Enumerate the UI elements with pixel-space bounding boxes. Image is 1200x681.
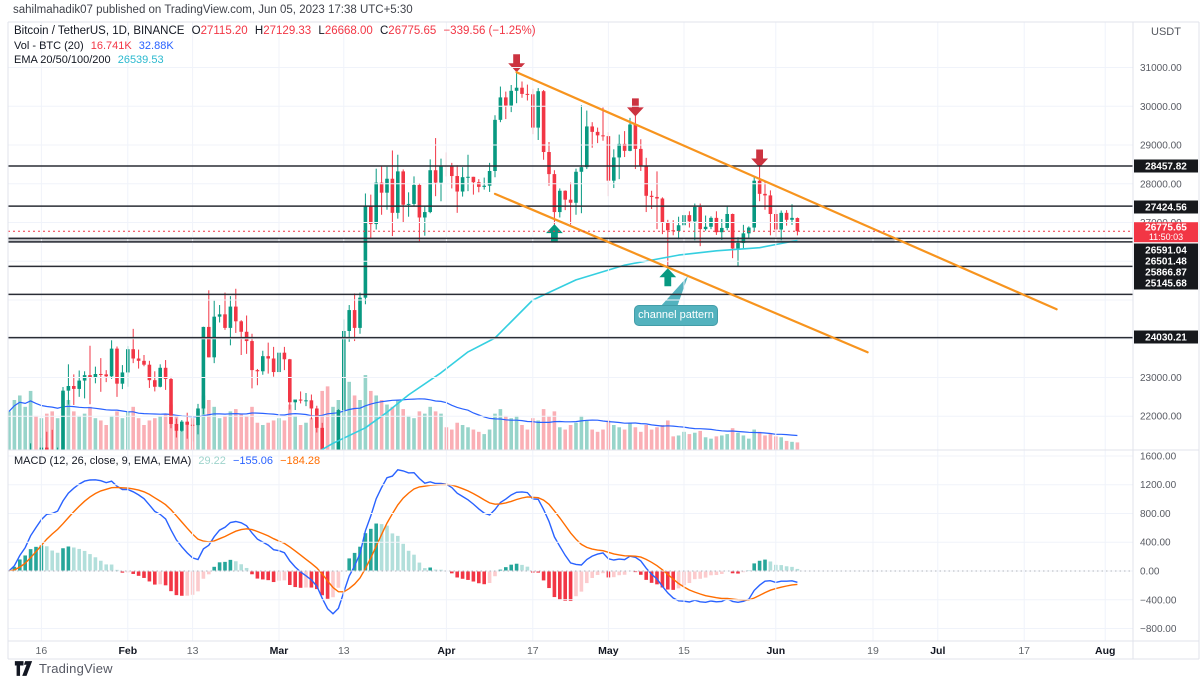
symbol-title[interactable]: Bitcoin / TetherUS, 1D, BINANCE bbox=[14, 25, 185, 37]
svg-text:16: 16 bbox=[36, 645, 48, 657]
macd-hist-value: 29.22 bbox=[198, 455, 226, 467]
svg-text:26501.48: 26501.48 bbox=[1145, 257, 1187, 268]
close-value: 26775.65 bbox=[388, 25, 437, 37]
svg-text:25145.68: 25145.68 bbox=[1145, 279, 1187, 290]
svg-text:11:50:03: 11:50:03 bbox=[1149, 232, 1183, 242]
open-label: O bbox=[191, 25, 201, 37]
callout-text: channel pattern bbox=[638, 309, 714, 321]
channel-pattern-callout[interactable]: channel pattern bbox=[634, 305, 718, 326]
svg-text:17: 17 bbox=[1018, 645, 1030, 657]
open-value: 27115.20 bbox=[200, 25, 248, 37]
svg-text:0.00: 0.00 bbox=[1140, 567, 1160, 578]
macd-label[interactable]: MACD (12, 26, close, 9, EMA, EMA) bbox=[14, 455, 192, 467]
ema-value: 26539.53 bbox=[117, 54, 164, 66]
svg-text:1200.00: 1200.00 bbox=[1140, 480, 1177, 491]
macd-signal-value: −184.28 bbox=[280, 455, 321, 467]
ema-label[interactable]: EMA 20/50/100/200 bbox=[14, 54, 111, 66]
svg-text:26591.04: 26591.04 bbox=[1145, 246, 1187, 257]
close-label: C bbox=[379, 25, 389, 37]
svg-text:30000.00: 30000.00 bbox=[1140, 102, 1182, 113]
change-value: −339.56 (−1.25%) bbox=[443, 25, 536, 37]
svg-text:May: May bbox=[598, 645, 619, 657]
volume-label[interactable]: Vol - BTC (20) bbox=[14, 40, 84, 52]
price-axis-currency[interactable]: USDT bbox=[1151, 26, 1181, 38]
svg-text:27424.56: 27424.56 bbox=[1145, 203, 1187, 214]
svg-text:13: 13 bbox=[338, 645, 350, 657]
macd-line-value: −155.06 bbox=[232, 455, 274, 467]
volume-legend: Vol - BTC (20) 16.741K 32.88K bbox=[14, 40, 178, 52]
svg-text:25866.87: 25866.87 bbox=[1145, 268, 1187, 279]
low-label: L bbox=[318, 25, 325, 37]
svg-text:Apr: Apr bbox=[437, 645, 455, 657]
high-value: 27129.33 bbox=[263, 25, 312, 37]
svg-text:Jun: Jun bbox=[766, 645, 785, 657]
svg-text:17: 17 bbox=[527, 645, 539, 657]
footer: TradingView bbox=[14, 660, 113, 677]
svg-text:31000.00: 31000.00 bbox=[1140, 63, 1182, 74]
svg-text:23000.00: 23000.00 bbox=[1140, 373, 1182, 384]
svg-text:28457.82: 28457.82 bbox=[1145, 162, 1187, 173]
low-value: 26668.00 bbox=[324, 25, 373, 37]
ema-legend: EMA 20/50/100/200 26539.53 bbox=[14, 54, 168, 66]
tradingview-logo-icon[interactable] bbox=[14, 660, 33, 677]
symbol-legend: Bitcoin / TetherUS, 1D, BINANCE O27115.2… bbox=[14, 25, 540, 37]
publish-header: sahilmahadik07 published on TradingView.… bbox=[13, 4, 413, 16]
svg-text:13: 13 bbox=[187, 645, 199, 657]
svg-text:Feb: Feb bbox=[118, 645, 137, 657]
svg-text:Mar: Mar bbox=[270, 645, 289, 657]
macd-legend: MACD (12, 26, close, 9, EMA, EMA) 29.22 … bbox=[14, 455, 324, 467]
svg-text:26775.65: 26775.65 bbox=[1145, 223, 1187, 234]
high-label: H bbox=[254, 25, 264, 37]
volume-ma-value: 32.88K bbox=[138, 40, 174, 52]
svg-text:−400.00: −400.00 bbox=[1140, 595, 1177, 606]
svg-text:−800.00: −800.00 bbox=[1140, 624, 1177, 635]
svg-text:24030.21: 24030.21 bbox=[1145, 333, 1187, 344]
svg-text:800.00: 800.00 bbox=[1140, 509, 1171, 520]
svg-text:1600.00: 1600.00 bbox=[1140, 451, 1177, 462]
svg-text:Aug: Aug bbox=[1095, 645, 1115, 657]
volume-value: 16.741K bbox=[90, 40, 132, 52]
svg-text:Jul: Jul bbox=[930, 645, 945, 657]
svg-text:19: 19 bbox=[867, 645, 879, 657]
svg-text:28000.00: 28000.00 bbox=[1140, 179, 1182, 190]
svg-text:400.00: 400.00 bbox=[1140, 538, 1171, 549]
brand-name: TradingView bbox=[39, 661, 113, 676]
svg-text:29000.00: 29000.00 bbox=[1140, 141, 1182, 152]
svg-text:22000.00: 22000.00 bbox=[1140, 412, 1182, 423]
svg-text:15: 15 bbox=[678, 645, 690, 657]
